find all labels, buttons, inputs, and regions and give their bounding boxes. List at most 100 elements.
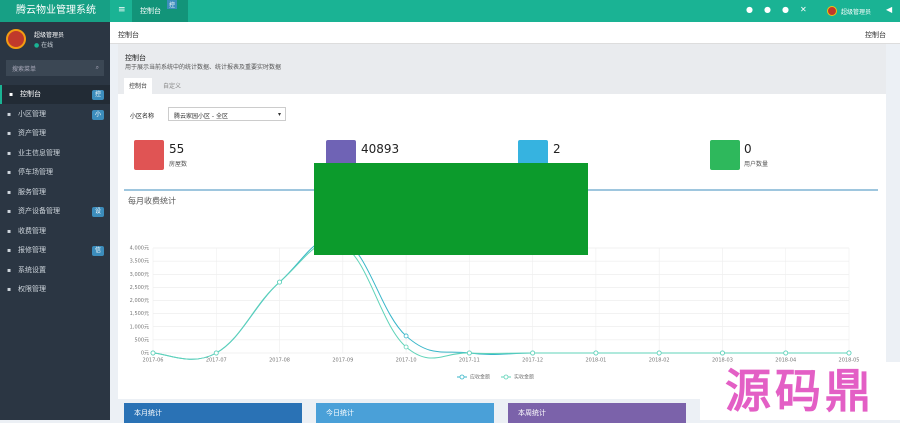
y-tick-label: 2,500元 xyxy=(130,285,149,291)
menu-icon: ▪ xyxy=(7,188,12,196)
data-point xyxy=(530,350,536,356)
menu-label: 控制台 xyxy=(20,90,41,98)
x-tick-label: 2017-08 xyxy=(269,358,290,364)
filter-value: 腾云家园小区 - 全区 xyxy=(174,113,228,120)
sidebar-user: 超级管理员 xyxy=(34,32,65,39)
x-tick-label: 2017-09 xyxy=(332,358,353,364)
menu-icon: ▪ xyxy=(7,247,12,254)
menu-item[interactable]: ▪ 资产设备管理 设 xyxy=(0,202,110,221)
tab-active[interactable]: 控制台 xyxy=(124,78,152,95)
menu-item[interactable]: ▪ 报修管理 信 xyxy=(0,241,110,260)
stat-value: 2 xyxy=(553,142,561,156)
menu-label: 报修管理 xyxy=(18,246,46,254)
menu-icon: ▪ xyxy=(7,286,12,293)
tab-badge: 控 xyxy=(167,0,178,9)
breadcrumb-right[interactable]: 控制台 xyxy=(865,31,886,39)
sidebar-avatar xyxy=(6,29,26,49)
search-box[interactable]: 搜索菜单 ⌕ xyxy=(6,60,104,76)
menu-label: 业主信息管理 xyxy=(18,148,60,157)
menu-icon: ▪ xyxy=(7,130,12,137)
data-point xyxy=(656,350,662,356)
breadcrumb[interactable]: 控制台 xyxy=(118,31,139,39)
x-tick-label: 2018-01 xyxy=(585,358,606,364)
user-name[interactable]: 超级管理员 xyxy=(841,9,872,16)
filter-select[interactable]: 腾云家园小区 - 全区 ▾ xyxy=(168,107,286,121)
menu-label: 小区管理 xyxy=(18,109,46,118)
data-point xyxy=(213,350,219,356)
menu-icon: ▪ xyxy=(7,110,12,118)
legend-swatch xyxy=(459,374,465,380)
menu-icon: ▪ xyxy=(7,208,12,215)
menu-item[interactable]: ▪ 权限管理 xyxy=(0,280,110,299)
stat-value: 40893 xyxy=(361,142,400,156)
x-tick-label: 2018-03 xyxy=(712,358,733,364)
menu-icon: ▪ xyxy=(7,266,12,274)
redaction-box xyxy=(314,163,588,255)
menu-item[interactable]: ▪ 资产管理 xyxy=(0,124,110,143)
menu-label: 停车场管理 xyxy=(18,168,53,176)
menu-toggle[interactable]: ≡ xyxy=(118,5,126,15)
status-text: 在线 xyxy=(41,42,54,49)
breadcrumb-bar: 控制台 控制台 xyxy=(110,22,900,44)
menu-label: 资产管理 xyxy=(18,129,46,137)
panel-description: 用于展示当前系统中的统计数据、统计报表及重要实时数据 xyxy=(125,64,282,71)
menu-label: 服务管理 xyxy=(18,187,46,196)
menu-badge: 控 xyxy=(91,90,104,100)
menu-item[interactable]: ▪ 系统设置 xyxy=(0,261,110,280)
stat-value: 55 xyxy=(169,142,185,156)
tab[interactable]: 自定义 xyxy=(162,83,181,90)
x-tick-label: 2018-02 xyxy=(649,358,670,364)
data-point xyxy=(403,344,409,350)
y-tick-label: 1,000元 xyxy=(130,324,149,330)
x-tick-label: 2017-07 xyxy=(206,358,227,364)
menu-icon: ▪ xyxy=(7,149,12,157)
menu-item[interactable]: ▪ 业主信息管理 xyxy=(0,144,110,163)
menu-label: 收费管理 xyxy=(18,226,46,235)
bottom-panel: 本月统计 xyxy=(124,403,302,423)
stat-label: 房屋数 xyxy=(169,161,188,168)
search-placeholder: 搜索菜单 xyxy=(12,66,37,73)
filter-label: 小区名称 xyxy=(130,113,155,120)
menu-item[interactable]: ▪ 控制台 控 xyxy=(0,85,110,104)
menu-item[interactable]: ▪ 服务管理 xyxy=(0,183,110,202)
y-tick-label: 1,500元 xyxy=(130,311,149,317)
data-point xyxy=(720,350,725,356)
menu-item[interactable]: ▪ 小区管理 小 xyxy=(0,105,110,124)
menu-icon: ▪ xyxy=(7,227,12,235)
data-point xyxy=(150,350,156,356)
stat-icon xyxy=(134,140,164,170)
bottom-panel: 本周统计 xyxy=(508,403,686,423)
x-tick-label: 2017-06 xyxy=(143,358,164,364)
legend-label: 应收金额 xyxy=(470,374,490,381)
stat-icon xyxy=(710,140,740,170)
menu-item[interactable]: ▪ 收费管理 xyxy=(0,222,110,241)
panel-title: 控制台 xyxy=(125,54,146,62)
y-tick-label: 2,000元 xyxy=(130,298,149,304)
data-point xyxy=(593,350,599,356)
legend-label: 实收金额 xyxy=(514,374,534,381)
menu-icon: ▪ xyxy=(9,91,14,98)
toolbar-icons[interactable]: ●●●✕ xyxy=(746,5,818,14)
x-tick-label: 2017-12 xyxy=(522,358,543,364)
data-point xyxy=(277,279,282,285)
brand: 腾云物业管理系统 xyxy=(0,0,110,22)
menu-badge: 小 xyxy=(91,109,104,120)
menu-item[interactable]: ▪ 停车场管理 xyxy=(0,163,110,182)
nav-tab[interactable]: 控制台 xyxy=(132,0,188,22)
menu-label: 资产设备管理 xyxy=(18,207,60,215)
y-tick-label: 4,000元 xyxy=(130,246,149,252)
x-tick-label: 2018-04 xyxy=(775,358,796,364)
legend-swatch xyxy=(503,374,509,380)
y-tick-label: 500元 xyxy=(134,337,149,343)
data-point xyxy=(466,350,472,356)
stat-label: 用户数量 xyxy=(744,161,769,168)
y-tick-label: 3,500元 xyxy=(130,259,149,265)
sidebar-status: ● 在线 xyxy=(34,42,54,49)
user-avatar xyxy=(827,6,837,16)
x-tick-label: 2018-05 xyxy=(839,358,860,364)
y-tick-label: 3,000元 xyxy=(130,272,149,278)
x-tick-label: 2017-10 xyxy=(396,358,417,364)
settings-icon[interactable]: ◀ xyxy=(886,5,893,14)
chart: 每月收费统计 0元 500元 1,000元 1,500元 2,000元 2,500元 3,0… xyxy=(124,189,878,381)
